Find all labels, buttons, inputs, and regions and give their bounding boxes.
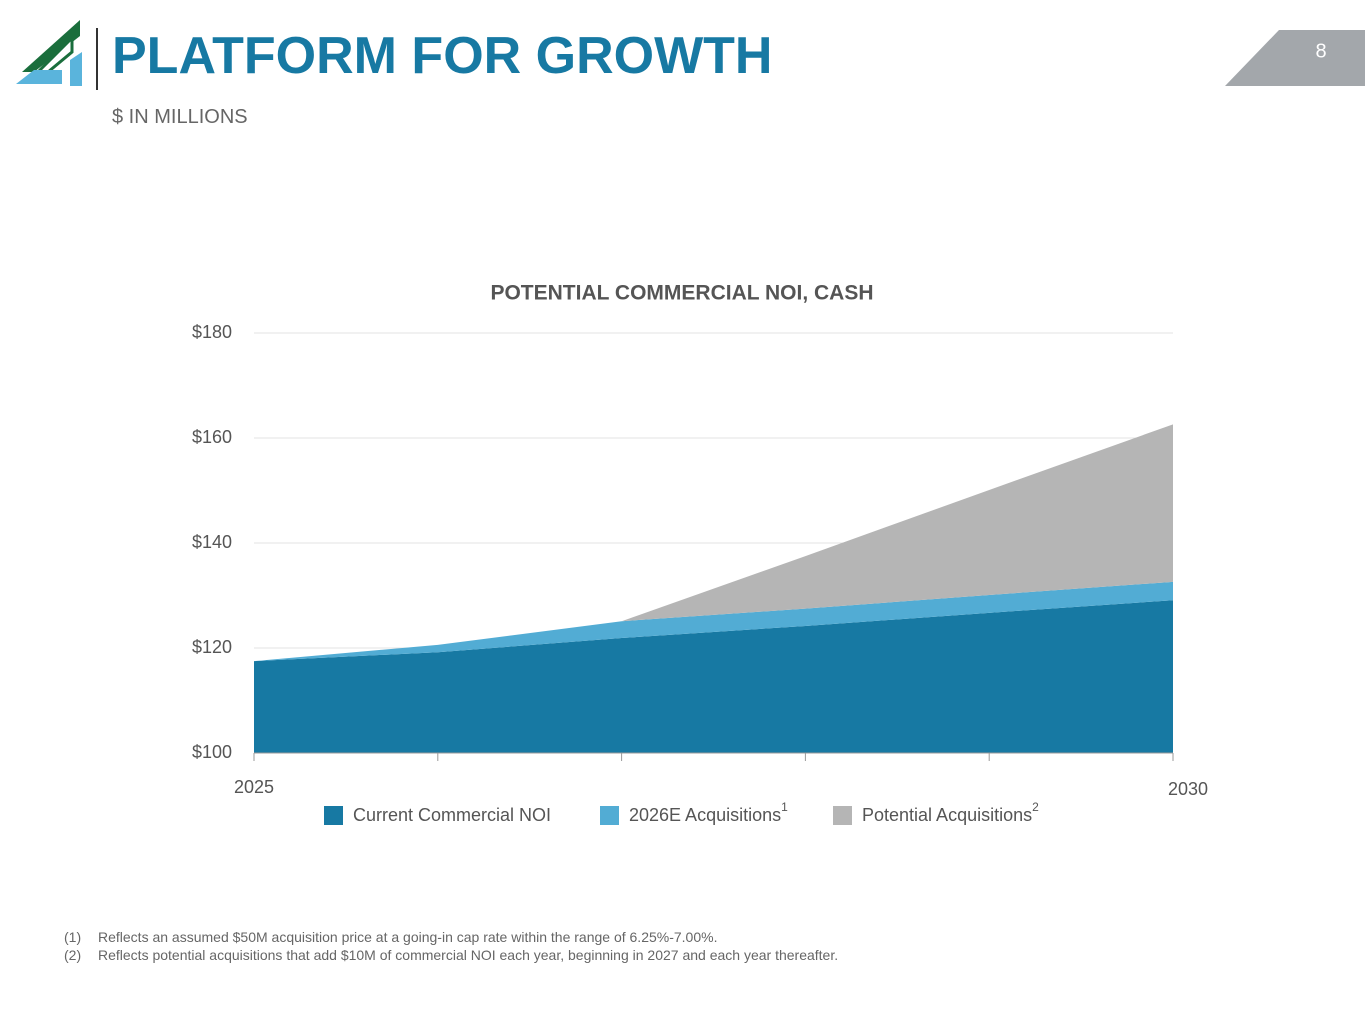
page-number: 8 [1315, 40, 1326, 62]
y-tick-label: $160 [192, 427, 232, 447]
y-tick-label: $140 [192, 532, 232, 552]
legend-swatch [833, 806, 852, 825]
legend-note: 1 [781, 800, 788, 814]
y-tick-label: $120 [192, 637, 232, 657]
legend-label: Potential Acquisitions2 [862, 800, 1039, 825]
footnote: (2) Reflects potential acquisitions that … [64, 946, 838, 964]
legend-swatch [600, 806, 619, 825]
chart-title: POTENTIAL COMMERCIAL NOI, CASH [490, 282, 873, 305]
footnote-text: Reflects potential acquisitions that add… [98, 947, 839, 963]
page-number-tab: 8 [1225, 30, 1365, 86]
legend-name: Current Commercial NOI [353, 805, 551, 825]
legend-label: 2026E Acquisitions1 [629, 800, 788, 825]
area [254, 424, 1173, 662]
slide-title: PLATFORM FOR GROWTH [112, 27, 773, 85]
legend-swatch [324, 806, 343, 825]
slide-subtitle: $ IN MILLIONS [112, 106, 248, 128]
footnotes: (1) Reflects an assumed $50M acquisition … [64, 928, 838, 964]
legend-label: Current Commercial NOI [353, 805, 551, 825]
legend-note: 2 [1032, 800, 1039, 814]
y-tick-label: $180 [192, 322, 232, 342]
area [254, 581, 1173, 662]
footnote-mark: (1) [64, 929, 82, 945]
area [254, 600, 1173, 753]
legend-name: Potential Acquisitions [862, 805, 1032, 825]
footnote-text: Reflects an assumed $50M acquisition pri… [98, 929, 718, 945]
logo [16, 20, 98, 90]
x-tick-label: 2025 [234, 777, 274, 797]
chart: POTENTIAL COMMERCIAL NOI, CASH $100 $120 $… [192, 282, 1208, 825]
x-tick-label: 2030 [1168, 779, 1208, 799]
footnote: (1) Reflects an assumed $50M acquisition … [64, 928, 838, 946]
footnote-mark: (2) [64, 947, 82, 963]
legend-name: 2026E Acquisitions [629, 805, 781, 825]
y-tick-label: $100 [192, 742, 232, 762]
